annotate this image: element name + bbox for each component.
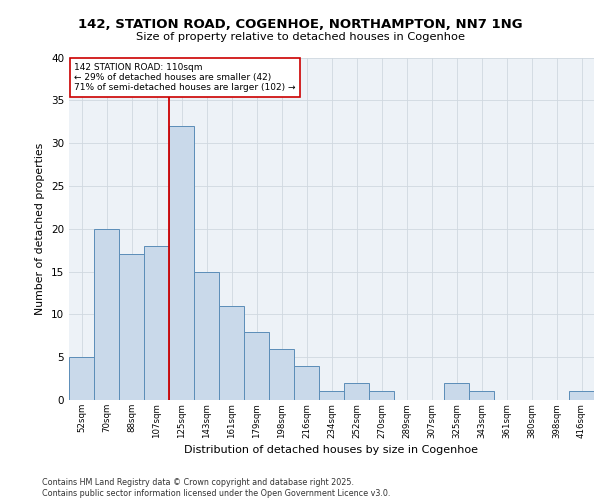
Bar bbox=[144, 246, 169, 400]
Bar bbox=[469, 392, 494, 400]
Bar bbox=[244, 332, 269, 400]
Bar bbox=[444, 383, 469, 400]
Bar bbox=[569, 392, 594, 400]
X-axis label: Distribution of detached houses by size in Cogenhoe: Distribution of detached houses by size … bbox=[185, 444, 479, 454]
Bar bbox=[119, 254, 144, 400]
Bar bbox=[69, 357, 94, 400]
Bar bbox=[294, 366, 319, 400]
Bar bbox=[94, 229, 119, 400]
Bar bbox=[269, 348, 294, 400]
Text: Contains HM Land Registry data © Crown copyright and database right 2025.
Contai: Contains HM Land Registry data © Crown c… bbox=[42, 478, 391, 498]
Bar bbox=[169, 126, 194, 400]
Text: 142 STATION ROAD: 110sqm
← 29% of detached houses are smaller (42)
71% of semi-d: 142 STATION ROAD: 110sqm ← 29% of detach… bbox=[74, 62, 296, 92]
Text: Size of property relative to detached houses in Cogenhoe: Size of property relative to detached ho… bbox=[136, 32, 464, 42]
Bar bbox=[319, 392, 344, 400]
Bar bbox=[219, 306, 244, 400]
Bar bbox=[194, 272, 219, 400]
Text: 142, STATION ROAD, COGENHOE, NORTHAMPTON, NN7 1NG: 142, STATION ROAD, COGENHOE, NORTHAMPTON… bbox=[77, 18, 523, 30]
Y-axis label: Number of detached properties: Number of detached properties bbox=[35, 142, 46, 315]
Bar bbox=[344, 383, 369, 400]
Bar bbox=[369, 392, 394, 400]
